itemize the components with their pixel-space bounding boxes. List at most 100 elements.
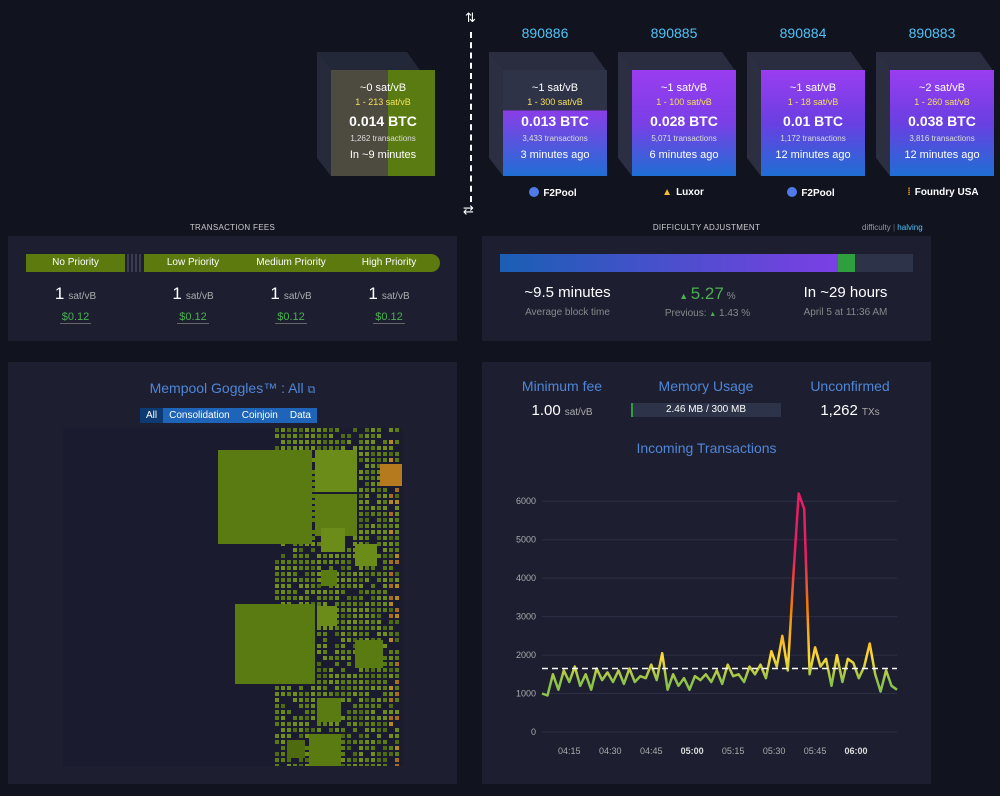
- tx-square[interactable]: [317, 650, 321, 654]
- tx-square[interactable]: [287, 722, 291, 726]
- tx-square[interactable]: [365, 686, 369, 690]
- tx-square[interactable]: [275, 752, 279, 756]
- tx-square[interactable]: [329, 680, 333, 684]
- tx-square[interactable]: [365, 692, 369, 696]
- tx-square[interactable]: [389, 512, 393, 516]
- tx-square[interactable]: [359, 614, 363, 618]
- tx-square[interactable]: [353, 764, 357, 766]
- tx-square[interactable]: [341, 614, 345, 618]
- tx-square[interactable]: [341, 734, 345, 738]
- tx-square[interactable]: [359, 518, 363, 522]
- tx-square[interactable]: [383, 488, 387, 492]
- tx-square[interactable]: [323, 596, 327, 600]
- tx-square[interactable]: [389, 494, 393, 498]
- tx-square[interactable]: [395, 428, 399, 432]
- tx-square[interactable]: [389, 704, 393, 708]
- tx-square[interactable]: [365, 452, 369, 456]
- tx-square[interactable]: [305, 764, 309, 766]
- tx-square[interactable]: [287, 710, 291, 714]
- tx-square[interactable]: [335, 686, 339, 690]
- tx-square[interactable]: [377, 464, 381, 468]
- tx-square[interactable]: [275, 740, 279, 744]
- tx-square[interactable]: [299, 566, 303, 570]
- tx-square[interactable]: [365, 710, 369, 714]
- tx-square[interactable]: [293, 560, 297, 564]
- tx-square[interactable]: [335, 680, 339, 684]
- tx-square[interactable]: [299, 554, 303, 558]
- tx-square[interactable]: [305, 590, 309, 594]
- tx-square[interactable]: [323, 428, 327, 432]
- tx-square[interactable]: [347, 632, 351, 636]
- tx-square[interactable]: [389, 626, 393, 630]
- tx-square[interactable]: [311, 560, 315, 564]
- tx-square[interactable]: [287, 590, 291, 594]
- tx-square[interactable]: [365, 590, 369, 594]
- tx-square[interactable]: [383, 656, 387, 660]
- tx-square[interactable]: [395, 512, 399, 516]
- tx-square[interactable]: [287, 740, 305, 758]
- tx-square[interactable]: [317, 590, 321, 594]
- tx-square[interactable]: [389, 548, 393, 552]
- tx-square[interactable]: [341, 692, 345, 696]
- tx-square[interactable]: [353, 722, 357, 726]
- tx-square[interactable]: [335, 446, 339, 450]
- tx-square[interactable]: [377, 428, 381, 432]
- tx-square[interactable]: [371, 608, 375, 612]
- tx-square[interactable]: [359, 470, 363, 474]
- tx-square[interactable]: [317, 728, 321, 732]
- tx-square[interactable]: [395, 656, 399, 660]
- tab-consolidation[interactable]: Consolidation: [163, 408, 236, 423]
- tx-square[interactable]: [377, 524, 381, 528]
- tab-coinjoin[interactable]: Coinjoin: [235, 408, 284, 423]
- tx-square[interactable]: [281, 560, 285, 564]
- tx-square[interactable]: [329, 428, 333, 432]
- tx-square[interactable]: [317, 572, 321, 576]
- tx-square[interactable]: [311, 698, 315, 702]
- tx-square[interactable]: [383, 458, 387, 462]
- tx-square[interactable]: [281, 596, 285, 600]
- tx-square[interactable]: [299, 560, 303, 564]
- tx-square[interactable]: [353, 752, 357, 756]
- tx-square[interactable]: [299, 704, 303, 708]
- tx-square[interactable]: [371, 524, 375, 528]
- tx-square[interactable]: [311, 548, 315, 552]
- tx-square[interactable]: [347, 638, 351, 642]
- tx-square[interactable]: [341, 686, 345, 690]
- tx-square[interactable]: [305, 434, 309, 438]
- tx-square[interactable]: [341, 758, 345, 762]
- block-height[interactable]: 890886: [521, 25, 569, 41]
- tx-square[interactable]: [281, 752, 285, 756]
- tx-square[interactable]: [353, 620, 357, 624]
- tx-square[interactable]: [359, 734, 363, 738]
- tx-square[interactable]: [365, 668, 369, 672]
- tx-square[interactable]: [347, 560, 351, 564]
- tx-square[interactable]: [305, 584, 309, 588]
- tx-square[interactable]: [365, 602, 369, 606]
- tx-square[interactable]: [359, 602, 363, 606]
- tx-square[interactable]: [395, 578, 399, 582]
- tx-square[interactable]: [235, 604, 315, 684]
- tx-square[interactable]: [317, 446, 321, 450]
- tx-square[interactable]: [359, 608, 363, 612]
- tx-square[interactable]: [341, 440, 345, 444]
- tx-square[interactable]: [377, 482, 381, 486]
- tx-square[interactable]: [371, 482, 375, 486]
- tx-square[interactable]: [311, 506, 315, 510]
- tx-square[interactable]: [287, 578, 291, 582]
- tx-square[interactable]: [389, 566, 393, 570]
- tx-square[interactable]: [317, 722, 321, 726]
- tx-square[interactable]: [305, 728, 309, 732]
- tx-square[interactable]: [395, 548, 399, 552]
- tx-square[interactable]: [287, 572, 291, 576]
- tx-square[interactable]: [395, 488, 399, 492]
- tx-square[interactable]: [383, 452, 387, 456]
- tx-square[interactable]: [311, 716, 315, 720]
- tx-square[interactable]: [323, 446, 327, 450]
- tx-square[interactable]: [395, 758, 399, 762]
- tx-square[interactable]: [395, 746, 399, 750]
- tx-square[interactable]: [377, 752, 381, 756]
- tx-square[interactable]: [371, 722, 375, 726]
- tx-square[interactable]: [299, 728, 303, 732]
- tx-square[interactable]: [341, 668, 345, 672]
- tx-square[interactable]: [347, 608, 351, 612]
